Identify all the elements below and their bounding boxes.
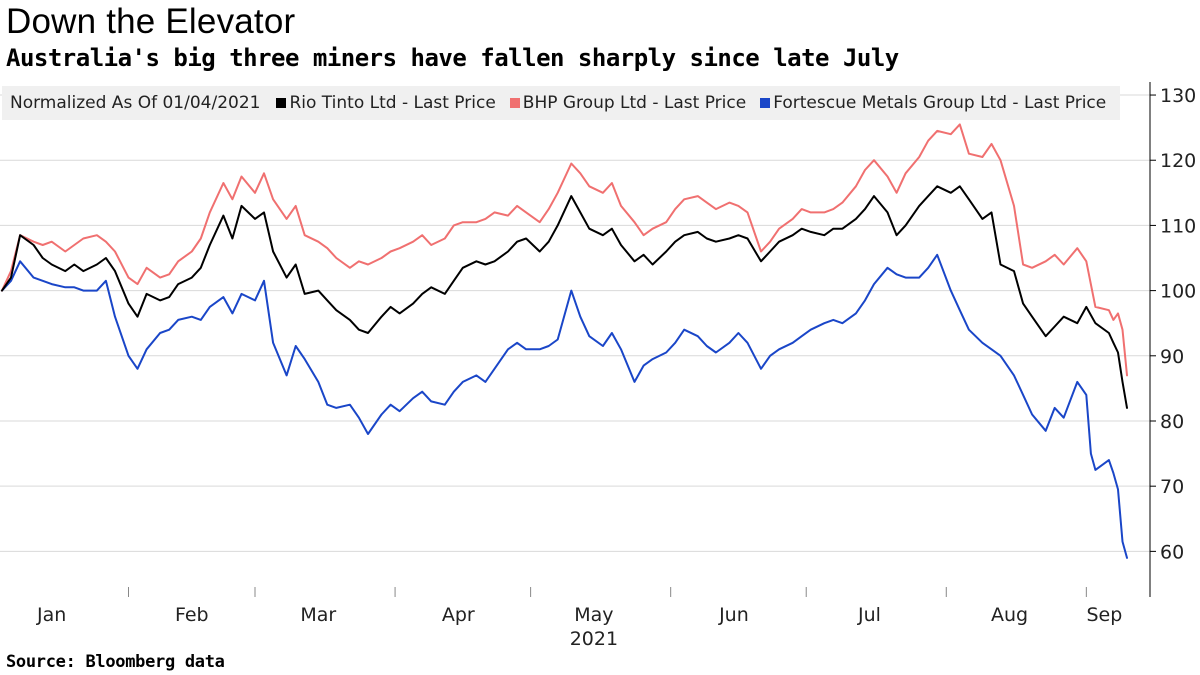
x-tick-label: Jan <box>36 604 66 626</box>
series-line-fortescue <box>1 253 1128 559</box>
y-tick-label: 130 <box>1160 85 1196 107</box>
legend-swatch-rio-tinto <box>276 98 287 108</box>
legend-swatch-fortescue <box>760 98 771 108</box>
series-lines <box>1 123 1128 559</box>
x-tick-label: May <box>574 604 613 626</box>
legend-swatch-bhp <box>509 98 520 108</box>
x-tick-label: Sep <box>1087 604 1123 626</box>
y-tick-label: 120 <box>1160 150 1196 172</box>
axes: 60 70 80 90 100 110 120 130 Jan Feb Mar Apr May Jun Ju… <box>36 82 1196 650</box>
legend-label-bhp: BHP Group Ltd - Last Price <box>522 93 747 113</box>
legend-label-rio-tinto: Rio Tinto Ltd - Last Price <box>289 93 496 113</box>
y-tick-label: 110 <box>1160 215 1196 237</box>
legend-item-fortescue: Fortescue Metals Group Ltd - Last Price <box>760 93 1106 113</box>
legend: Normalized As Of 01/04/2021 Rio Tinto Lt… <box>2 86 1120 120</box>
series-line-rio-tinto <box>1 185 1128 409</box>
x-tick-label: Jul <box>857 604 881 626</box>
series-line-bhp <box>1 123 1128 377</box>
x-tick-label: Jun <box>718 604 749 626</box>
y-tick-label: 60 <box>1160 541 1184 563</box>
y-tick-label: 70 <box>1160 476 1184 498</box>
legend-normalized-note: Normalized As Of 01/04/2021 <box>10 93 261 113</box>
legend-item-rio-tinto: Rio Tinto Ltd - Last Price <box>276 93 496 113</box>
y-tick-label: 90 <box>1160 346 1184 368</box>
legend-item-bhp: BHP Group Ltd - Last Price <box>509 93 747 113</box>
x-year-label: 2021 <box>570 628 618 650</box>
source-note: Source: Bloomberg data <box>6 652 225 672</box>
y-tick-label: 80 <box>1160 411 1184 433</box>
x-tick-label: Aug <box>991 604 1028 626</box>
x-tick-label: Feb <box>175 604 209 626</box>
legend-label-fortescue: Fortescue Metals Group Ltd - Last Price <box>773 93 1107 113</box>
x-tick-label: Mar <box>300 604 336 626</box>
chart-title: Down the Elevator <box>6 2 296 41</box>
chart-subtitle: Australia's big three miners have fallen… <box>6 44 899 72</box>
gridlines <box>0 94 1150 552</box>
y-tick-label: 100 <box>1160 281 1196 303</box>
x-tick-label: Apr <box>442 604 475 626</box>
